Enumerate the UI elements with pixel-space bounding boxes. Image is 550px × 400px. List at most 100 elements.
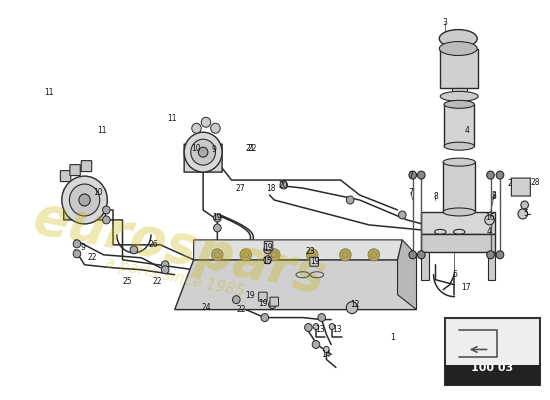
Bar	[452, 88, 467, 96]
Text: 23: 23	[305, 247, 315, 256]
Text: 1: 1	[390, 333, 395, 342]
Text: 13: 13	[332, 325, 342, 334]
Ellipse shape	[439, 30, 477, 48]
Circle shape	[73, 250, 81, 258]
Bar	[445, 318, 540, 385]
Text: 19: 19	[310, 257, 320, 266]
Text: 4: 4	[486, 227, 491, 236]
Text: 15: 15	[262, 257, 272, 266]
Text: 4: 4	[464, 126, 469, 135]
Text: 2: 2	[507, 178, 512, 188]
FancyBboxPatch shape	[270, 297, 278, 306]
Circle shape	[264, 256, 271, 264]
Bar	[443, 162, 475, 212]
Circle shape	[312, 340, 320, 348]
Circle shape	[268, 301, 276, 309]
Text: 16: 16	[485, 214, 494, 222]
FancyBboxPatch shape	[64, 190, 106, 220]
Text: 13: 13	[315, 325, 324, 334]
Text: 24: 24	[201, 303, 211, 312]
FancyBboxPatch shape	[512, 178, 530, 196]
Text: 11: 11	[167, 114, 177, 123]
Text: 3: 3	[492, 190, 497, 200]
Bar	[421, 252, 429, 280]
Text: 12: 12	[350, 300, 360, 309]
FancyBboxPatch shape	[60, 171, 71, 182]
Circle shape	[73, 240, 81, 248]
Circle shape	[268, 249, 280, 261]
Circle shape	[313, 324, 319, 330]
FancyBboxPatch shape	[184, 144, 222, 172]
Text: 27: 27	[235, 184, 245, 192]
Text: 22: 22	[87, 253, 97, 262]
Text: 11: 11	[97, 126, 106, 135]
Ellipse shape	[440, 91, 478, 101]
Text: 8: 8	[492, 192, 497, 200]
Circle shape	[271, 252, 277, 258]
Text: 19: 19	[245, 291, 255, 300]
Circle shape	[103, 206, 110, 214]
Text: 20: 20	[279, 180, 289, 190]
Circle shape	[340, 249, 351, 261]
Text: 7: 7	[409, 188, 413, 196]
Circle shape	[323, 346, 329, 352]
FancyBboxPatch shape	[310, 257, 318, 266]
Circle shape	[521, 201, 529, 209]
Polygon shape	[398, 240, 416, 310]
FancyBboxPatch shape	[265, 241, 273, 250]
Text: 28: 28	[530, 178, 540, 186]
Circle shape	[240, 249, 251, 261]
Circle shape	[62, 176, 107, 224]
Circle shape	[371, 252, 377, 258]
Text: 21: 21	[246, 144, 255, 153]
Circle shape	[318, 314, 326, 322]
Ellipse shape	[439, 42, 477, 56]
Text: 11: 11	[44, 88, 53, 97]
Bar	[445, 366, 540, 385]
Text: 19: 19	[263, 243, 272, 252]
Circle shape	[213, 214, 221, 222]
Circle shape	[214, 252, 220, 258]
Circle shape	[201, 117, 211, 127]
Text: 10: 10	[191, 144, 201, 153]
Circle shape	[130, 246, 138, 254]
Circle shape	[518, 209, 527, 219]
Text: 19: 19	[258, 299, 268, 308]
Circle shape	[487, 251, 494, 259]
Circle shape	[79, 194, 90, 206]
Polygon shape	[175, 260, 416, 310]
Text: 3: 3	[443, 18, 447, 27]
FancyBboxPatch shape	[258, 292, 267, 301]
Circle shape	[199, 147, 208, 157]
Text: 22: 22	[248, 144, 257, 153]
Circle shape	[69, 184, 100, 216]
Text: 26: 26	[148, 240, 158, 249]
Circle shape	[191, 139, 216, 165]
Text: 22: 22	[236, 305, 246, 314]
Circle shape	[161, 261, 169, 269]
Circle shape	[346, 302, 358, 314]
Text: eurospars: eurospars	[29, 192, 331, 304]
Bar	[421, 234, 495, 252]
Circle shape	[264, 246, 271, 254]
Text: 9: 9	[211, 145, 216, 154]
Ellipse shape	[443, 208, 475, 216]
Circle shape	[306, 249, 318, 261]
Ellipse shape	[443, 158, 475, 166]
Text: a parts since 1985: a parts since 1985	[104, 256, 246, 300]
Bar	[440, 48, 478, 88]
FancyBboxPatch shape	[70, 165, 80, 176]
Circle shape	[409, 171, 416, 179]
Circle shape	[409, 251, 416, 259]
Text: 7: 7	[409, 170, 413, 180]
Circle shape	[329, 324, 335, 330]
Circle shape	[213, 224, 221, 232]
Text: 8: 8	[433, 192, 438, 200]
Ellipse shape	[444, 100, 475, 108]
Text: 10: 10	[93, 188, 103, 196]
Circle shape	[368, 249, 380, 261]
Text: 22: 22	[153, 277, 162, 286]
Text: 19: 19	[212, 214, 222, 222]
Circle shape	[417, 251, 425, 259]
Text: 17: 17	[461, 283, 471, 292]
